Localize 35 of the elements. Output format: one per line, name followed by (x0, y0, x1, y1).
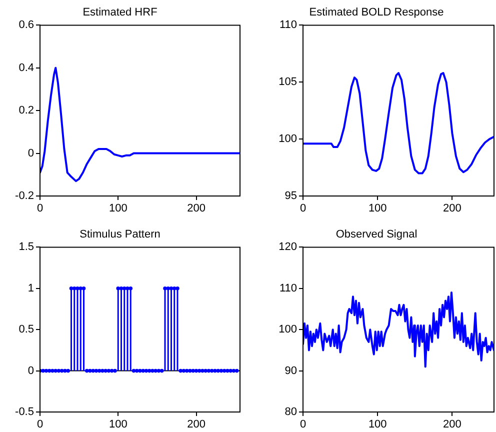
x-tick-label: 100 (368, 202, 387, 215)
x-tick-label: 100 (108, 202, 128, 215)
y-tick-label: 0.6 (18, 19, 34, 32)
y-tick-label: 90 (284, 364, 297, 377)
x-tick-label: 200 (443, 202, 462, 215)
y-tick-label: 0.5 (18, 324, 34, 336)
x-tick-label: 200 (187, 202, 206, 215)
y-tick-label: 0.4 (18, 62, 34, 74)
chart-title: Estimated BOLD Response (309, 6, 444, 19)
y-tick-label: -0.5 (15, 406, 34, 418)
y-tick-label: 0.2 (18, 104, 34, 117)
y-tick-label: 0 (28, 364, 34, 377)
x-tick-label: 0 (36, 202, 44, 215)
chart-title: Observed Signal (336, 228, 418, 241)
y-tick-label: 120 (278, 241, 297, 254)
x-tick-label: 0 (300, 202, 306, 215)
y-tick-label: 110 (279, 282, 297, 294)
y-tick-label: -0.2 (15, 190, 34, 202)
y-tick-label: 0 (28, 147, 34, 160)
y-tick-label: 105 (278, 76, 297, 88)
y-tick-label: 1 (28, 282, 34, 294)
y-tick-label: 95 (284, 190, 297, 202)
y-tick-label: 1.5 (18, 241, 34, 254)
chart-title: Stimulus Pattern (80, 228, 160, 241)
x-tick-label: 200 (443, 418, 462, 431)
chart-title: Estimated HRF (82, 6, 158, 19)
y-tick-label: 80 (284, 406, 297, 418)
x-tick-label: 100 (368, 418, 387, 431)
x-tick-label: 200 (187, 418, 206, 431)
x-tick-label: 0 (36, 418, 44, 431)
y-tick-label: 110 (279, 19, 297, 32)
x-tick-label: 100 (108, 418, 128, 431)
y-tick-label: 100 (278, 133, 297, 146)
y-tick-label: 100 (278, 324, 297, 336)
x-tick-label: 0 (300, 418, 306, 431)
